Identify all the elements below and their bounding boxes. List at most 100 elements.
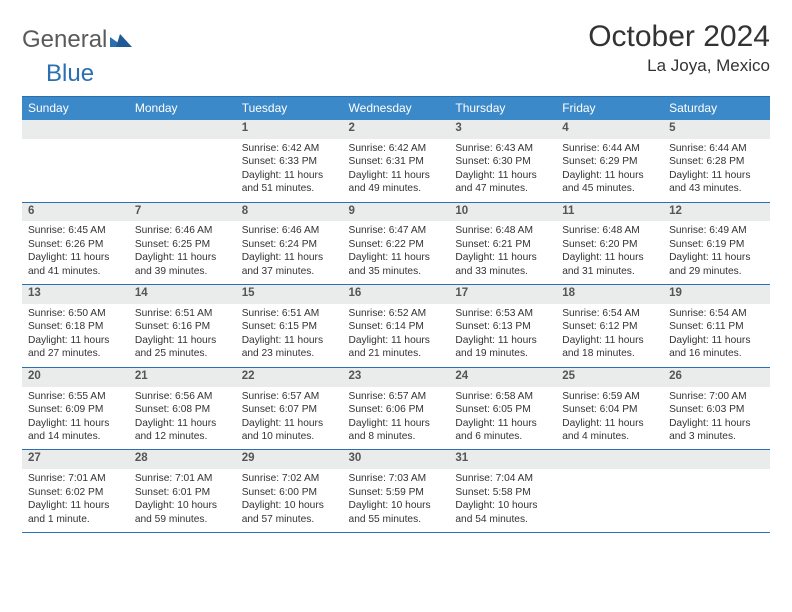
day-body: Sunrise: 6:56 AMSunset: 6:08 PMDaylight:…	[129, 387, 236, 450]
day-number: 18	[556, 285, 663, 304]
day-body: Sunrise: 6:44 AMSunset: 6:28 PMDaylight:…	[663, 139, 770, 202]
day-detail-line: Sunrise: 6:49 AM	[669, 224, 764, 237]
calendar-day-cell: 14Sunrise: 6:51 AMSunset: 6:16 PMDayligh…	[129, 285, 236, 368]
day-detail-line: Daylight: 11 hours and 41 minutes.	[28, 251, 123, 278]
weekday-header: Thursday	[449, 97, 556, 120]
weekday-header: Sunday	[22, 97, 129, 120]
day-body: Sunrise: 6:51 AMSunset: 6:15 PMDaylight:…	[236, 304, 343, 367]
day-detail-line: Daylight: 11 hours and 31 minutes.	[562, 251, 657, 278]
calendar-day-cell: 31Sunrise: 7:04 AMSunset: 5:58 PMDayligh…	[449, 450, 556, 533]
calendar-table: Sunday Monday Tuesday Wednesday Thursday…	[22, 97, 770, 533]
day-number: 23	[343, 368, 450, 387]
calendar-day-cell: 1Sunrise: 6:42 AMSunset: 6:33 PMDaylight…	[236, 120, 343, 202]
day-detail-line: Sunset: 6:21 PM	[455, 238, 550, 251]
calendar-day-cell: 27Sunrise: 7:01 AMSunset: 6:02 PMDayligh…	[22, 450, 129, 533]
day-detail-line: Daylight: 10 hours and 57 minutes.	[242, 499, 337, 526]
day-number	[22, 120, 129, 139]
day-number: 9	[343, 203, 450, 222]
day-detail-line: Sunrise: 6:54 AM	[562, 307, 657, 320]
month-title: October 2024	[588, 20, 770, 54]
calendar-week-row: 27Sunrise: 7:01 AMSunset: 6:02 PMDayligh…	[22, 450, 770, 533]
calendar-day-cell: 15Sunrise: 6:51 AMSunset: 6:15 PMDayligh…	[236, 285, 343, 368]
calendar-day-cell: 30Sunrise: 7:03 AMSunset: 5:59 PMDayligh…	[343, 450, 450, 533]
day-body: Sunrise: 7:01 AMSunset: 6:01 PMDaylight:…	[129, 469, 236, 532]
day-detail-line: Sunrise: 6:56 AM	[135, 390, 230, 403]
day-body: Sunrise: 6:44 AMSunset: 6:29 PMDaylight:…	[556, 139, 663, 202]
day-detail-line: Sunrise: 7:03 AM	[349, 472, 444, 485]
calendar-day-cell	[663, 450, 770, 533]
day-body: Sunrise: 6:57 AMSunset: 6:06 PMDaylight:…	[343, 387, 450, 450]
day-detail-line: Daylight: 11 hours and 18 minutes.	[562, 334, 657, 361]
day-detail-line: Sunset: 6:16 PM	[135, 320, 230, 333]
title-block: October 2024 La Joya, Mexico	[588, 20, 770, 76]
day-number: 15	[236, 285, 343, 304]
day-number: 17	[449, 285, 556, 304]
day-number: 19	[663, 285, 770, 304]
day-number: 5	[663, 120, 770, 139]
calendar-day-cell	[129, 120, 236, 202]
day-detail-line: Sunset: 6:31 PM	[349, 155, 444, 168]
day-detail-line: Daylight: 11 hours and 1 minute.	[28, 499, 123, 526]
day-detail-line: Daylight: 11 hours and 10 minutes.	[242, 417, 337, 444]
calendar-day-cell: 21Sunrise: 6:56 AMSunset: 6:08 PMDayligh…	[129, 367, 236, 450]
day-body: Sunrise: 7:04 AMSunset: 5:58 PMDaylight:…	[449, 469, 556, 532]
day-detail-line: Sunrise: 6:48 AM	[455, 224, 550, 237]
day-detail-line: Daylight: 11 hours and 14 minutes.	[28, 417, 123, 444]
brand-part1: General	[22, 26, 107, 54]
day-number: 4	[556, 120, 663, 139]
day-detail-line: Sunrise: 6:48 AM	[562, 224, 657, 237]
calendar-day-cell	[556, 450, 663, 533]
day-number: 12	[663, 203, 770, 222]
day-number: 13	[22, 285, 129, 304]
day-detail-line: Sunset: 6:00 PM	[242, 486, 337, 499]
day-detail-line: Daylight: 11 hours and 45 minutes.	[562, 169, 657, 196]
day-detail-line: Sunrise: 6:57 AM	[349, 390, 444, 403]
day-number: 21	[129, 368, 236, 387]
day-body	[129, 139, 236, 195]
day-body: Sunrise: 6:51 AMSunset: 6:16 PMDaylight:…	[129, 304, 236, 367]
day-detail-line: Sunrise: 7:02 AM	[242, 472, 337, 485]
calendar-day-cell: 16Sunrise: 6:52 AMSunset: 6:14 PMDayligh…	[343, 285, 450, 368]
day-body: Sunrise: 6:46 AMSunset: 6:24 PMDaylight:…	[236, 221, 343, 284]
calendar-day-cell: 25Sunrise: 6:59 AMSunset: 6:04 PMDayligh…	[556, 367, 663, 450]
calendar-day-cell: 9Sunrise: 6:47 AMSunset: 6:22 PMDaylight…	[343, 202, 450, 285]
day-number: 24	[449, 368, 556, 387]
day-detail-line: Daylight: 11 hours and 12 minutes.	[135, 417, 230, 444]
calendar-day-cell: 12Sunrise: 6:49 AMSunset: 6:19 PMDayligh…	[663, 202, 770, 285]
day-number: 26	[663, 368, 770, 387]
calendar-day-cell: 11Sunrise: 6:48 AMSunset: 6:20 PMDayligh…	[556, 202, 663, 285]
day-body: Sunrise: 6:54 AMSunset: 6:11 PMDaylight:…	[663, 304, 770, 367]
day-detail-line: Daylight: 11 hours and 25 minutes.	[135, 334, 230, 361]
day-detail-line: Sunset: 6:12 PM	[562, 320, 657, 333]
day-detail-line: Sunrise: 6:57 AM	[242, 390, 337, 403]
day-number: 10	[449, 203, 556, 222]
calendar-week-row: 20Sunrise: 6:55 AMSunset: 6:09 PMDayligh…	[22, 367, 770, 450]
day-detail-line: Sunset: 6:33 PM	[242, 155, 337, 168]
day-detail-line: Sunrise: 7:01 AM	[135, 472, 230, 485]
day-detail-line: Sunset: 6:25 PM	[135, 238, 230, 251]
day-number: 30	[343, 450, 450, 469]
day-body: Sunrise: 6:50 AMSunset: 6:18 PMDaylight:…	[22, 304, 129, 367]
day-detail-line: Sunset: 6:29 PM	[562, 155, 657, 168]
day-detail-line: Sunrise: 7:04 AM	[455, 472, 550, 485]
calendar-day-cell: 19Sunrise: 6:54 AMSunset: 6:11 PMDayligh…	[663, 285, 770, 368]
day-body	[22, 139, 129, 195]
day-number: 20	[22, 368, 129, 387]
day-body: Sunrise: 6:49 AMSunset: 6:19 PMDaylight:…	[663, 221, 770, 284]
day-body: Sunrise: 6:42 AMSunset: 6:31 PMDaylight:…	[343, 139, 450, 202]
day-number: 8	[236, 203, 343, 222]
day-detail-line: Daylight: 11 hours and 19 minutes.	[455, 334, 550, 361]
day-body: Sunrise: 7:00 AMSunset: 6:03 PMDaylight:…	[663, 387, 770, 450]
day-detail-line: Sunrise: 6:44 AM	[669, 142, 764, 155]
weekday-header: Wednesday	[343, 97, 450, 120]
calendar-day-cell: 5Sunrise: 6:44 AMSunset: 6:28 PMDaylight…	[663, 120, 770, 202]
day-detail-line: Sunset: 5:58 PM	[455, 486, 550, 499]
day-detail-line: Daylight: 11 hours and 37 minutes.	[242, 251, 337, 278]
day-number: 29	[236, 450, 343, 469]
day-detail-line: Sunrise: 7:00 AM	[669, 390, 764, 403]
day-detail-line: Sunset: 6:30 PM	[455, 155, 550, 168]
day-detail-line: Sunset: 6:19 PM	[669, 238, 764, 251]
calendar-day-cell: 18 Sunrise: 6:54 AMSunset: 6:12 PMDayligh…	[556, 285, 663, 368]
day-detail-line: Sunset: 6:06 PM	[349, 403, 444, 416]
day-detail-line: Sunrise: 6:55 AM	[28, 390, 123, 403]
